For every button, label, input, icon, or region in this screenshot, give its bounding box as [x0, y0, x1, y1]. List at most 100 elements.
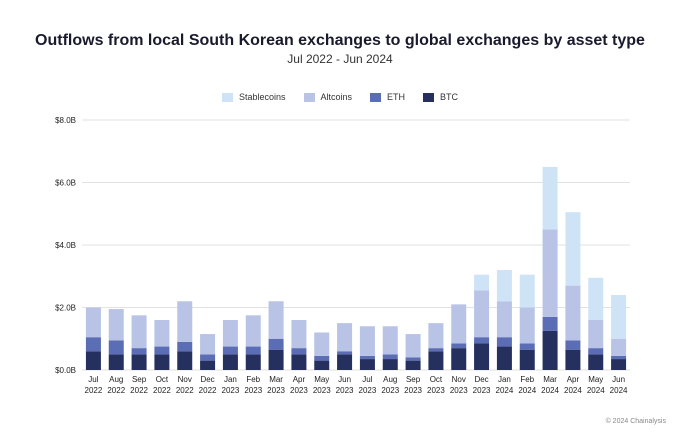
legend-item-stablecoins: Stablecoins — [221, 92, 286, 102]
x-tick-label-year: 2023 — [359, 386, 377, 395]
bar-stablecoins-jan-2024 — [496, 270, 512, 302]
bar-altcoins-apr-2023 — [291, 320, 307, 349]
y-tick-label: $4.0B — [55, 241, 76, 250]
legend-label: ETH — [387, 92, 406, 102]
x-tick-label-year: 2023 — [313, 386, 331, 395]
x-tick-label-month: Aug — [109, 375, 123, 384]
x-tick-label-month: Apr — [567, 375, 580, 384]
bar-btc-dec-2022 — [200, 360, 216, 370]
y-tick-label: $6.0B — [55, 179, 76, 188]
bar-altcoins-feb-2023 — [245, 315, 261, 347]
bar-eth-jun-2024 — [611, 355, 627, 360]
bar-btc-may-2023 — [314, 360, 330, 370]
bar-altcoins-may-2024 — [588, 320, 604, 349]
legend-label: Stablecoins — [238, 92, 286, 102]
bar-btc-jul-2022 — [85, 351, 101, 370]
bar-altcoins-mar-2023 — [268, 301, 284, 339]
x-tick-label-month: May — [588, 375, 603, 384]
x-tick-label-year: 2024 — [496, 386, 514, 395]
bar-altcoins-nov-2022 — [177, 301, 193, 342]
x-tick-label-month: Jan — [224, 375, 237, 384]
legend-item-altcoins: Altcoins — [303, 92, 353, 102]
bar-btc-feb-2023 — [245, 354, 261, 370]
bar-altcoins-dec-2023 — [474, 290, 490, 338]
bar-altcoins-oct-2023 — [428, 323, 444, 349]
bar-btc-aug-2023 — [382, 359, 398, 370]
bar-altcoins-sep-2023 — [405, 334, 421, 358]
x-tick-label-month: Oct — [156, 375, 169, 384]
x-tick-label-year: 2024 — [610, 386, 628, 395]
bar-eth-nov-2023 — [451, 343, 467, 349]
bar-altcoins-feb-2024 — [519, 307, 535, 344]
bar-eth-jul-2022 — [85, 337, 101, 352]
bar-btc-apr-2024 — [565, 349, 581, 370]
bar-btc-jun-2024 — [611, 359, 627, 370]
bar-btc-apr-2023 — [291, 354, 307, 370]
bar-eth-nov-2022 — [177, 341, 193, 352]
y-tick-label: $8.0B — [55, 116, 76, 125]
x-tick-label-year: 2023 — [404, 386, 422, 395]
bar-altcoins-jan-2024 — [496, 301, 512, 338]
bar-btc-oct-2023 — [428, 351, 444, 370]
bar-eth-aug-2022 — [108, 340, 124, 355]
legend-item-btc: BTC — [423, 92, 458, 102]
chart-legend: Stablecoins Altcoins ETH BTC — [0, 92, 680, 102]
legend-label: Altcoins — [320, 92, 353, 102]
x-tick-label-month: Dec — [200, 375, 214, 384]
bar-eth-mar-2023 — [268, 338, 284, 350]
bar-eth-oct-2022 — [154, 346, 170, 355]
y-tick-label: $2.0B — [55, 304, 76, 313]
bar-stablecoins-feb-2024 — [519, 274, 535, 308]
bar-altcoins-dec-2022 — [200, 334, 216, 355]
bar-eth-feb-2023 — [245, 346, 261, 355]
x-tick-label-month: Nov — [178, 375, 192, 384]
bar-altcoins-oct-2022 — [154, 320, 170, 347]
legend-swatch — [423, 92, 435, 102]
y-tick-label: $0.0B — [55, 366, 76, 375]
bar-btc-feb-2024 — [519, 349, 535, 370]
x-tick-label-year: 2022 — [153, 386, 171, 395]
bar-btc-may-2024 — [588, 354, 604, 370]
bar-btc-jan-2023 — [222, 354, 238, 370]
x-tick-label-year: 2022 — [176, 386, 194, 395]
legend-swatch — [370, 92, 382, 102]
x-tick-label-year: 2023 — [336, 386, 354, 395]
x-tick-label-year: 2022 — [130, 386, 148, 395]
x-tick-label-year: 2023 — [244, 386, 262, 395]
bar-stablecoins-dec-2023 — [474, 274, 490, 291]
bar-altcoins-jun-2024 — [611, 338, 627, 356]
x-tick-label-month: May — [314, 375, 329, 384]
x-tick-label-month: Apr — [293, 375, 306, 384]
bar-btc-sep-2023 — [405, 360, 421, 370]
bar-altcoins-sep-2022 — [131, 315, 147, 349]
bar-btc-mar-2023 — [268, 349, 284, 370]
bar-eth-apr-2023 — [291, 348, 307, 355]
x-tick-label-month: Sep — [406, 375, 421, 384]
x-tick-label-year: 2023 — [222, 386, 240, 395]
bar-btc-jan-2024 — [496, 346, 512, 370]
x-tick-label-year: 2024 — [518, 386, 536, 395]
bar-eth-jun-2023 — [337, 351, 353, 355]
bar-altcoins-jan-2023 — [222, 320, 238, 347]
chart-subtitle: Jul 2022 - Jun 2024 — [287, 52, 393, 66]
x-tick-label-month: Dec — [474, 375, 488, 384]
bar-eth-apr-2024 — [565, 340, 581, 350]
bar-eth-may-2023 — [314, 355, 330, 361]
legend-item-eth: ETH — [370, 92, 405, 102]
bar-altcoins-mar-2024 — [542, 229, 558, 317]
bar-eth-dec-2022 — [200, 354, 216, 361]
x-tick-label-month: Oct — [430, 375, 443, 384]
x-tick-label-year: 2023 — [473, 386, 491, 395]
bar-btc-jun-2023 — [337, 354, 353, 370]
x-tick-label-month: Jul — [88, 375, 98, 384]
bar-btc-sep-2022 — [131, 354, 147, 370]
x-tick-label-year: 2024 — [587, 386, 605, 395]
bar-eth-oct-2023 — [428, 348, 444, 352]
x-tick-label-month: Jun — [338, 375, 351, 384]
x-tick-label-year: 2022 — [199, 386, 217, 395]
bar-altcoins-apr-2024 — [565, 285, 581, 341]
x-tick-label-year: 2023 — [381, 386, 399, 395]
x-tick-label-month: Feb — [246, 375, 260, 384]
bar-btc-oct-2022 — [154, 354, 170, 370]
